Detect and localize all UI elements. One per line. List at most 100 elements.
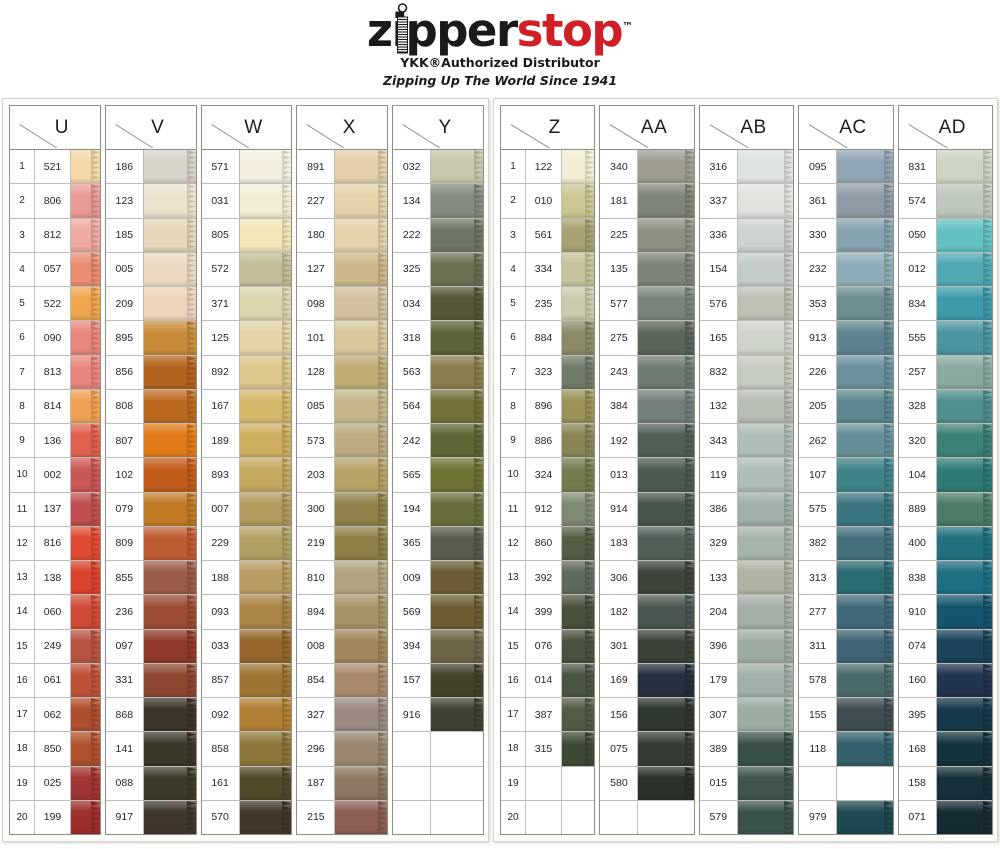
swatch-row[interactable]: 119: [699, 457, 794, 492]
swatch-row[interactable]: 4 057: [10, 251, 100, 286]
swatch-row[interactable]: 209: [105, 286, 196, 321]
color-swatch[interactable]: [936, 184, 993, 218]
swatch-row[interactable]: 855: [105, 560, 196, 595]
swatch-row[interactable]: 328: [898, 388, 993, 423]
swatch-row[interactable]: 127: [297, 251, 388, 286]
swatch-row[interactable]: 005: [105, 251, 196, 286]
color-swatch[interactable]: [737, 732, 794, 766]
color-swatch[interactable]: [143, 287, 196, 321]
swatch-row[interactable]: 395: [898, 697, 993, 732]
color-swatch[interactable]: [638, 355, 694, 389]
color-swatch[interactable]: [737, 218, 794, 252]
swatch-row[interactable]: 101: [297, 320, 388, 355]
color-swatch[interactable]: [737, 252, 794, 286]
color-swatch[interactable]: [936, 150, 993, 184]
color-swatch[interactable]: [239, 458, 292, 492]
color-swatch[interactable]: [239, 595, 292, 629]
swatch-row[interactable]: [600, 799, 694, 834]
color-swatch[interactable]: [562, 424, 595, 458]
swatch-row[interactable]: 914: [600, 491, 694, 526]
color-swatch[interactable]: [837, 698, 893, 732]
swatch-row[interactable]: 215: [297, 799, 388, 834]
swatch-row[interactable]: 134: [393, 183, 483, 218]
swatch-row[interactable]: 913: [799, 320, 893, 355]
color-swatch[interactable]: [143, 698, 196, 732]
swatch-row[interactable]: 400: [898, 525, 993, 560]
color-swatch[interactable]: [431, 321, 483, 355]
swatch-row[interactable]: 5 522: [10, 286, 100, 321]
swatch-row[interactable]: [393, 799, 483, 834]
color-swatch[interactable]: [71, 663, 100, 697]
color-swatch[interactable]: [239, 492, 292, 526]
swatch-row[interactable]: 832: [699, 354, 794, 389]
color-swatch[interactable]: [431, 561, 483, 595]
color-swatch[interactable]: [431, 526, 483, 560]
color-swatch[interactable]: [71, 287, 100, 321]
swatch-row[interactable]: 160: [898, 662, 993, 697]
color-swatch[interactable]: [737, 629, 794, 663]
swatch-row[interactable]: 353: [799, 286, 893, 321]
swatch-row[interactable]: 227: [297, 183, 388, 218]
swatch-row[interactable]: 389: [699, 731, 794, 766]
swatch-row[interactable]: 19: [501, 765, 595, 800]
swatch-row[interactable]: 893: [201, 457, 292, 492]
swatch-row[interactable]: 6 884: [501, 320, 595, 355]
swatch-row[interactable]: 20 199: [10, 799, 100, 834]
swatch-row[interactable]: 555: [898, 320, 993, 355]
swatch-row[interactable]: 098: [297, 286, 388, 321]
swatch-row[interactable]: 576: [699, 286, 794, 321]
swatch-row[interactable]: 580: [600, 765, 694, 800]
swatch-row[interactable]: 204: [699, 594, 794, 629]
swatch-row[interactable]: 382: [799, 525, 893, 560]
swatch-row[interactable]: 838: [898, 560, 993, 595]
swatch-row[interactable]: 225: [600, 217, 694, 252]
swatch-row[interactable]: 229: [201, 525, 292, 560]
swatch-row[interactable]: 573: [297, 423, 388, 458]
swatch-row[interactable]: 572: [201, 251, 292, 286]
swatch-row[interactable]: 141: [105, 731, 196, 766]
swatch-row[interactable]: 135: [600, 251, 694, 286]
swatch-row[interactable]: 179: [699, 662, 794, 697]
color-swatch[interactable]: [837, 561, 893, 595]
color-swatch[interactable]: [431, 595, 483, 629]
swatch-row[interactable]: 371: [201, 286, 292, 321]
swatch-row[interactable]: 313: [799, 560, 893, 595]
swatch-row[interactable]: 074: [898, 628, 993, 663]
color-swatch[interactable]: [239, 355, 292, 389]
swatch-row[interactable]: 032: [393, 150, 483, 184]
color-swatch[interactable]: [837, 663, 893, 697]
swatch-row[interactable]: 167: [201, 388, 292, 423]
color-swatch[interactable]: [638, 458, 694, 492]
swatch-row[interactable]: 132: [699, 388, 794, 423]
swatch-row[interactable]: 186: [105, 150, 196, 184]
color-swatch[interactable]: [837, 321, 893, 355]
swatch-row[interactable]: 296: [297, 731, 388, 766]
color-swatch[interactable]: [71, 150, 100, 184]
color-swatch[interactable]: [638, 321, 694, 355]
color-swatch[interactable]: [143, 458, 196, 492]
color-swatch[interactable]: [431, 150, 483, 184]
color-swatch[interactable]: [239, 766, 292, 800]
swatch-row[interactable]: 16 014: [501, 662, 595, 697]
color-swatch[interactable]: [936, 629, 993, 663]
color-swatch[interactable]: [239, 526, 292, 560]
swatch-row[interactable]: 329: [699, 525, 794, 560]
swatch-row[interactable]: 337: [699, 183, 794, 218]
swatch-row[interactable]: 325: [393, 251, 483, 286]
swatch-row[interactable]: 17 062: [10, 697, 100, 732]
swatch-row[interactable]: 854: [297, 662, 388, 697]
color-swatch[interactable]: [71, 732, 100, 766]
color-swatch[interactable]: [936, 389, 993, 423]
swatch-row[interactable]: 165: [699, 320, 794, 355]
swatch-row[interactable]: 19 025: [10, 765, 100, 800]
swatch-row[interactable]: 8 896: [501, 388, 595, 423]
color-swatch[interactable]: [562, 150, 595, 184]
swatch-row[interactable]: 831: [898, 150, 993, 184]
color-swatch[interactable]: [431, 458, 483, 492]
color-swatch[interactable]: [71, 800, 100, 834]
swatch-row[interactable]: 013: [600, 457, 694, 492]
color-swatch[interactable]: [837, 355, 893, 389]
swatch-row[interactable]: 031: [201, 183, 292, 218]
color-swatch[interactable]: [431, 252, 483, 286]
color-swatch[interactable]: [335, 595, 388, 629]
